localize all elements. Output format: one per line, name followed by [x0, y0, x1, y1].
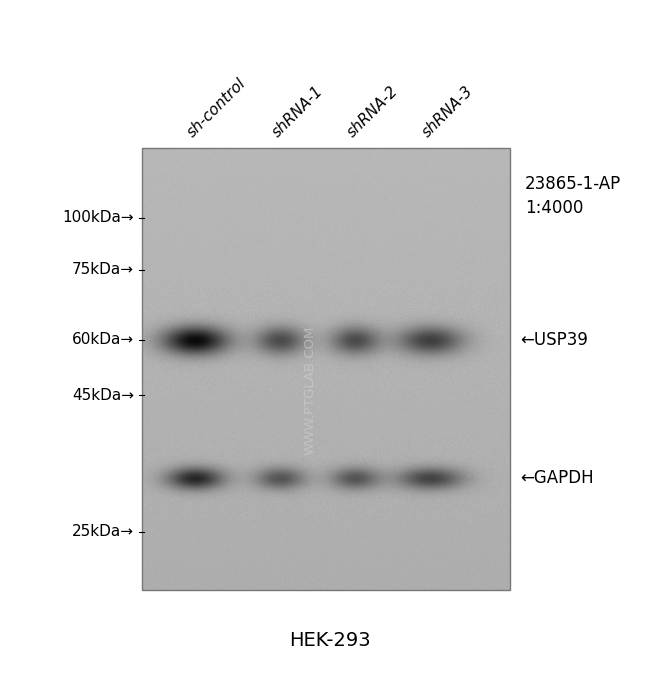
Text: 45kDa→: 45kDa→	[72, 388, 134, 403]
Text: 25kDa→: 25kDa→	[72, 524, 134, 539]
Text: shRNA-3: shRNA-3	[419, 83, 476, 140]
Text: shRNA-2: shRNA-2	[345, 83, 401, 140]
Text: sh-control: sh-control	[184, 75, 249, 140]
Text: 60kDa→: 60kDa→	[72, 333, 134, 347]
Text: 100kDa→: 100kDa→	[63, 211, 134, 226]
Text: HEK-293: HEK-293	[289, 630, 371, 649]
Text: shRNA-1: shRNA-1	[269, 83, 326, 140]
Text: WWW.PTGLAB.COM: WWW.PTGLAB.COM	[304, 325, 317, 455]
Bar	[142, 148, 510, 590]
Text: 75kDa→: 75kDa→	[72, 262, 134, 277]
Text: 23865-1-AP
1:4000: 23865-1-AP 1:4000	[525, 175, 621, 217]
Text: ←GAPDH: ←GAPDH	[520, 469, 593, 487]
Text: ←USP39: ←USP39	[520, 331, 588, 349]
